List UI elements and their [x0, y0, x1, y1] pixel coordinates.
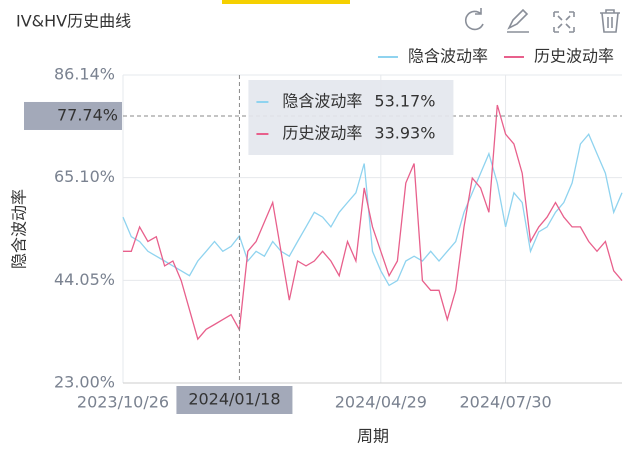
toolbar	[464, 8, 620, 33]
pointer-label-x: 2024/01/18	[188, 390, 280, 409]
y-tick-label: 65.10%	[54, 167, 115, 186]
legend-label: 隐含波动率	[408, 47, 488, 66]
y-tick-label: 44.05%	[54, 270, 115, 289]
pointer-label-box	[24, 101, 122, 130]
x-axis-title: 周期	[357, 427, 389, 446]
x-tick-label: 2023/10/26	[77, 393, 169, 412]
x-tick-label: 2024/04/29	[335, 393, 427, 412]
top-accent	[222, 0, 350, 4]
legend-label: 历史波动率	[534, 47, 614, 66]
series-line	[122, 132, 623, 287]
y-tick-label: 86.14%	[54, 65, 115, 84]
tooltip-value: 33.93%	[374, 124, 435, 143]
pointer-label-box	[176, 386, 293, 414]
chart-title: IV&HV历史曲线	[16, 12, 131, 31]
y-axis-title: 隐含波动率	[10, 189, 29, 269]
tooltip-name: 隐含波动率	[282, 92, 362, 111]
refresh-icon[interactable]	[464, 8, 484, 31]
delete-icon[interactable]	[600, 9, 620, 33]
y-tick-label: 23.00%	[54, 373, 115, 392]
tooltip-box	[248, 80, 454, 155]
fullscreen-icon[interactable]	[553, 11, 575, 33]
edit-icon[interactable]	[507, 8, 529, 33]
pointer-label-y: 77.74%	[57, 105, 118, 124]
x-tick-label: 2024/07/30	[459, 393, 551, 412]
series-line	[123, 104, 623, 341]
tooltip-value: 53.17%	[374, 92, 435, 111]
tooltip-name: 历史波动率	[282, 124, 362, 143]
